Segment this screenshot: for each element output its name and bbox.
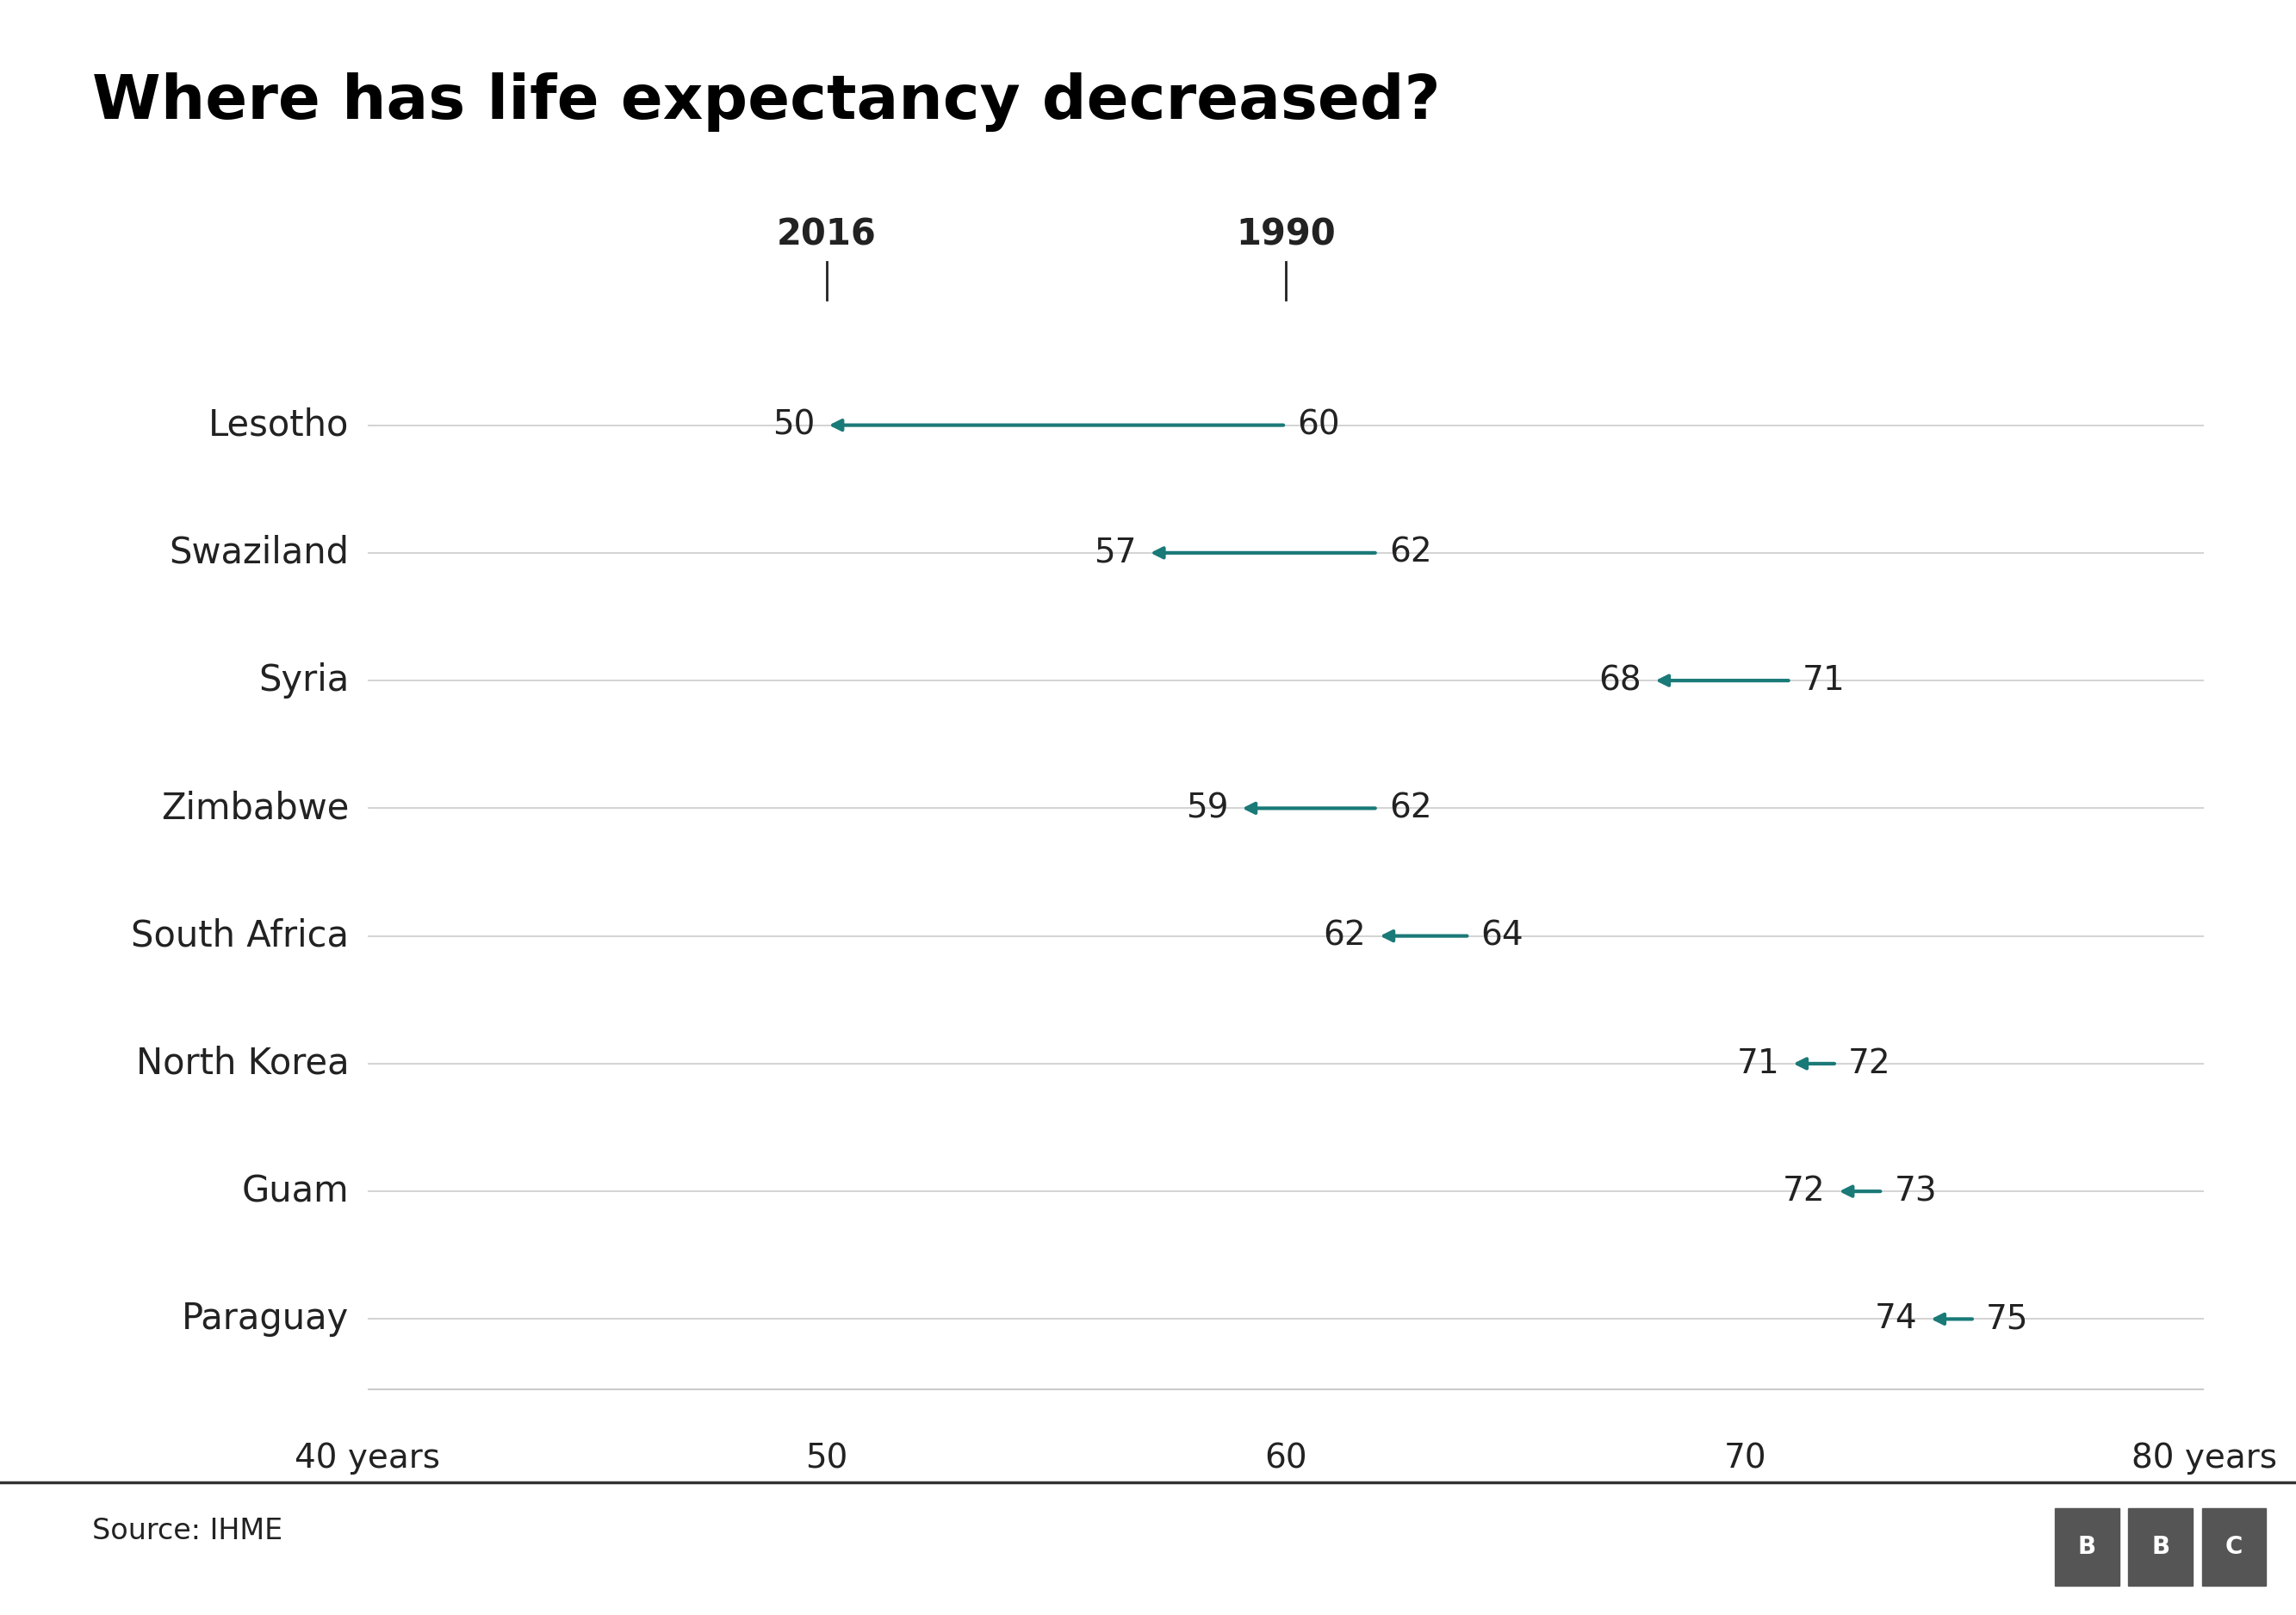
- Text: 62: 62: [1322, 919, 1366, 953]
- Text: Lesotho: Lesotho: [209, 407, 349, 443]
- Text: 60: 60: [1297, 409, 1341, 441]
- Text: 72: 72: [1782, 1176, 1825, 1208]
- Text: B: B: [2151, 1536, 2170, 1558]
- Text: 62: 62: [1389, 536, 1433, 568]
- Text: 57: 57: [1093, 536, 1137, 568]
- Text: 50: 50: [771, 409, 815, 441]
- Text: 59: 59: [1185, 791, 1228, 825]
- Text: Guam: Guam: [241, 1172, 349, 1210]
- Text: 64: 64: [1481, 919, 1525, 953]
- Text: 68: 68: [1598, 664, 1642, 698]
- Text: 1990: 1990: [1235, 216, 1336, 254]
- Text: 74: 74: [1874, 1303, 1917, 1336]
- Text: South Africa: South Africa: [131, 917, 349, 954]
- Text: Syria: Syria: [259, 662, 349, 699]
- Text: 72: 72: [1848, 1047, 1892, 1080]
- Text: 73: 73: [1894, 1176, 1938, 1208]
- Text: C: C: [2225, 1536, 2243, 1558]
- Text: Source: IHME: Source: IHME: [92, 1516, 282, 1546]
- Text: Where has life expectancy decreased?: Where has life expectancy decreased?: [92, 73, 1440, 132]
- Text: 2016: 2016: [776, 216, 877, 254]
- Text: 71: 71: [1802, 664, 1846, 698]
- Text: North Korea: North Korea: [135, 1045, 349, 1082]
- Text: Zimbabwe: Zimbabwe: [161, 790, 349, 827]
- Text: 62: 62: [1389, 791, 1433, 825]
- Text: 75: 75: [1986, 1303, 2030, 1336]
- Text: Swaziland: Swaziland: [170, 535, 349, 572]
- Text: B: B: [2078, 1536, 2096, 1558]
- Text: Paraguay: Paraguay: [181, 1302, 349, 1337]
- Text: 71: 71: [1736, 1047, 1779, 1080]
